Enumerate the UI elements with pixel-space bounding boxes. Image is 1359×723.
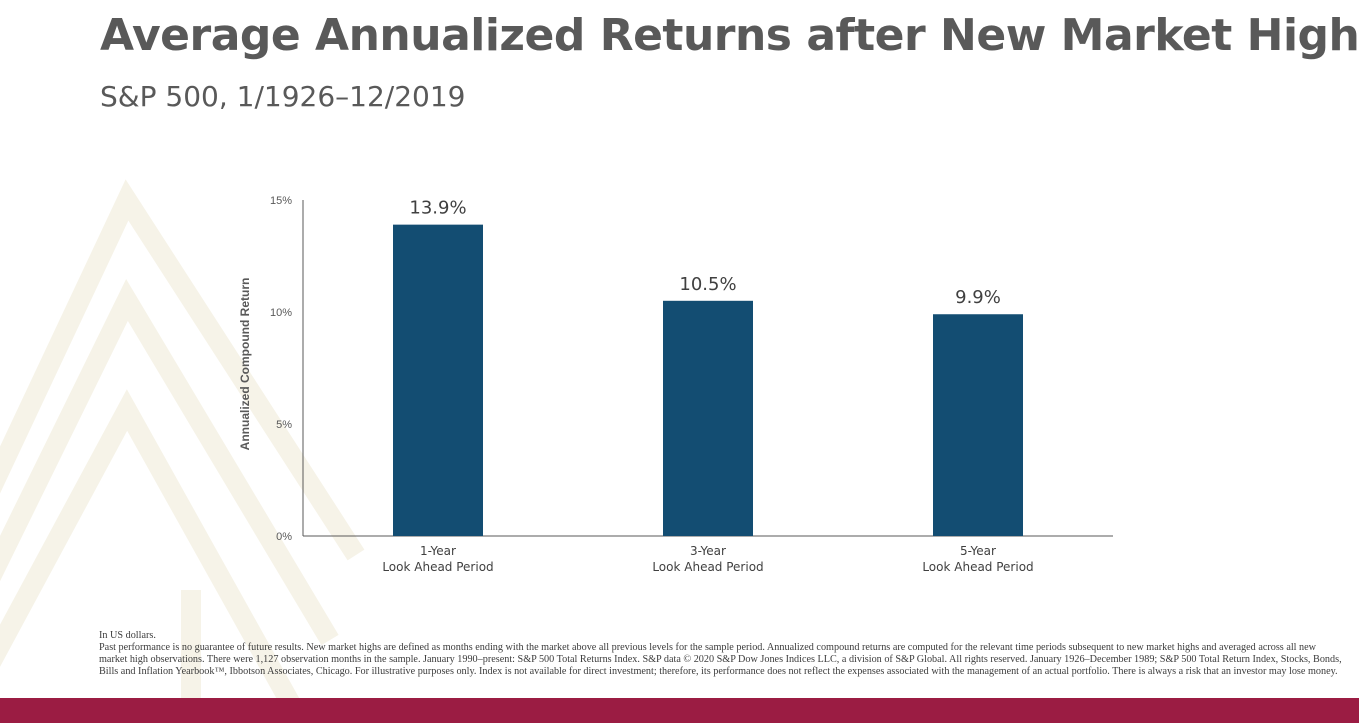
footnote-currency: In US dollars. — [99, 630, 156, 641]
x-tick-label: 3-Year Look Ahead Period — [652, 544, 763, 574]
y-tick-label: 10% — [270, 307, 292, 319]
data-label: 9.9% — [955, 287, 1001, 308]
footnote-disclosure: Past performance is no guarantee of futu… — [99, 642, 1342, 677]
bar — [663, 300, 753, 536]
y-tick-label: 5% — [276, 419, 292, 431]
y-tick-label: 0% — [276, 531, 292, 543]
bar — [393, 224, 483, 536]
footnotes: In US dollars. Past performance is no gu… — [99, 630, 1344, 678]
data-label: 13.9% — [409, 198, 466, 219]
page-subtitle: S&P 500, 1/1926–12/2019 — [100, 80, 466, 113]
y-tick-label: 15% — [270, 195, 292, 207]
data-label: 10.5% — [679, 274, 736, 295]
x-tick-label: 1-Year Look Ahead Period — [382, 544, 493, 574]
y-axis-label: Annualized Compound Return — [238, 278, 252, 451]
bar — [933, 314, 1023, 536]
page-title: Average Annualized Returns after New Mar… — [100, 10, 1359, 61]
x-tick-label: 5-Year Look Ahead Period — [922, 544, 1033, 574]
footer-bar — [0, 698, 1359, 723]
